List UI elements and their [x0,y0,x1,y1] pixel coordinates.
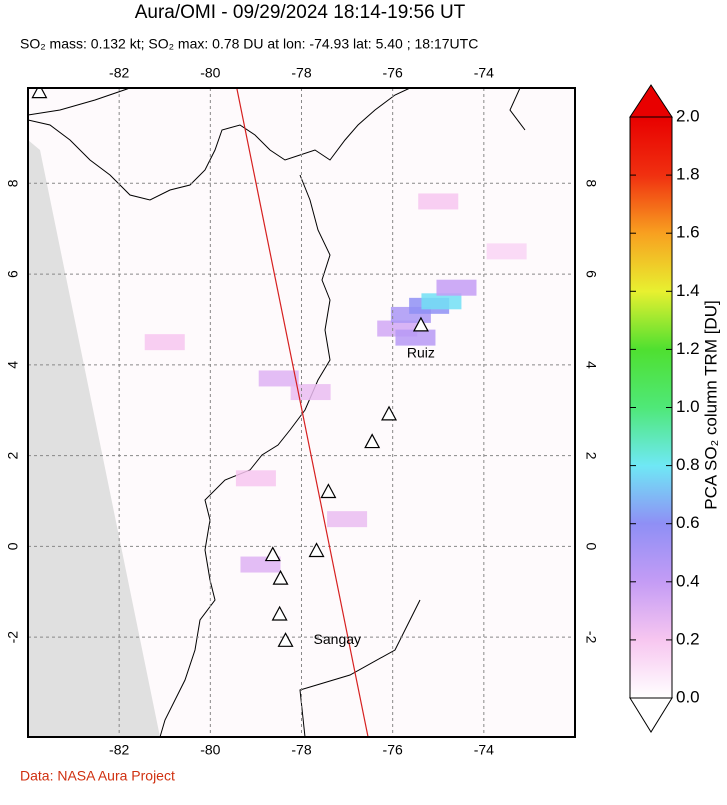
lat-tick-label-left: -2 [5,631,21,644]
colorbar-tick-label: 0.0 [676,687,700,706]
coastlines [28,88,526,737]
volcano [31,88,48,99]
lat-tick-label-left: 2 [5,452,21,460]
data-gap [28,140,160,737]
colorbar-tick-label: 0.6 [676,513,700,532]
volcano [364,433,381,449]
lat-tick-label-right: -2 [583,631,599,644]
lon-tick-label-top: -82 [109,65,129,81]
lon-tick-label-bottom: -74 [474,742,494,758]
colorbar [629,116,673,699]
colorbar-tick-label: 0.8 [676,455,700,474]
lon-tick-label-top: -76 [383,65,403,81]
so2-pixel [290,384,331,401]
borders [299,88,526,737]
orbit-track [236,88,369,737]
lon-tick-label-bottom: -78 [291,742,311,758]
colorbar-min-arrow [629,697,673,733]
colorbar-tick-label: 1.6 [676,223,700,242]
lon-tick-label-bottom: -76 [383,742,403,758]
volcano-label: Ruiz [407,345,435,361]
lon-tick-label-top: -80 [200,65,220,81]
lat-tick-label-right: 0 [583,542,599,550]
footer: Data: NASA Aura Project [20,768,175,784]
colorbar-max-arrow [629,84,673,118]
lat-tick-label-right: 8 [583,179,599,187]
volcano [264,546,281,562]
lat-tick-label-left: 4 [5,361,21,369]
so2-pixel [327,511,368,528]
lat-tick-label-left: 6 [5,270,21,278]
volcano [412,316,429,332]
colorbar-label: PCA SO₂ column TRM [DU] [701,300,720,509]
volcano [381,405,398,421]
volcano [271,605,288,621]
colorbar-tick-label: 2.0 [676,106,700,125]
lat-tick-label-left: 8 [5,179,21,187]
lon-tick-label-top: -74 [474,65,494,81]
volcano-label: Sangay [314,631,361,647]
coast-pacific [159,174,331,737]
so2-pixel [235,470,276,487]
lat-tick-label-left: 0 [5,542,21,550]
so2-pixel [486,243,527,260]
so2-pixel [258,370,299,387]
coast-north [28,88,411,201]
map-frame [27,87,576,738]
colorbar-tick-label: 0.2 [676,629,700,648]
so2-pixel [144,334,185,351]
so2-pixel [395,329,436,346]
lon-tick-label-bottom: -82 [109,742,129,758]
so2-pixel [421,293,462,310]
lon-tick-label-bottom: -80 [200,742,220,758]
colorbar-tick-label: 1.2 [676,339,700,358]
colorbar-tick-label: 0.4 [676,571,700,590]
volcano [320,483,337,499]
so2-pixel [436,279,477,296]
volcano [272,569,289,585]
volcano [308,542,325,558]
lat-tick-label-right: 2 [583,452,599,460]
subtitle: SO₂ mass: 0.132 kt; SO₂ max: 0.78 DU at … [20,36,478,52]
colorbar-tick-label: 1.8 [676,165,700,184]
so2-pixel [418,193,459,210]
title: Aura/OMI - 09/29/2024 18:14-19:56 UT [135,2,466,23]
lat-tick-label-right: 6 [583,270,599,278]
colorbar-tick-label: 1.0 [676,397,700,416]
map-area: Ruiz Sangay [28,88,575,737]
volcano [277,632,294,647]
lat-tick-label-right: 4 [583,361,599,369]
colorbar-tick-label: 1.4 [676,281,700,300]
lon-tick-label-top: -78 [291,65,311,81]
